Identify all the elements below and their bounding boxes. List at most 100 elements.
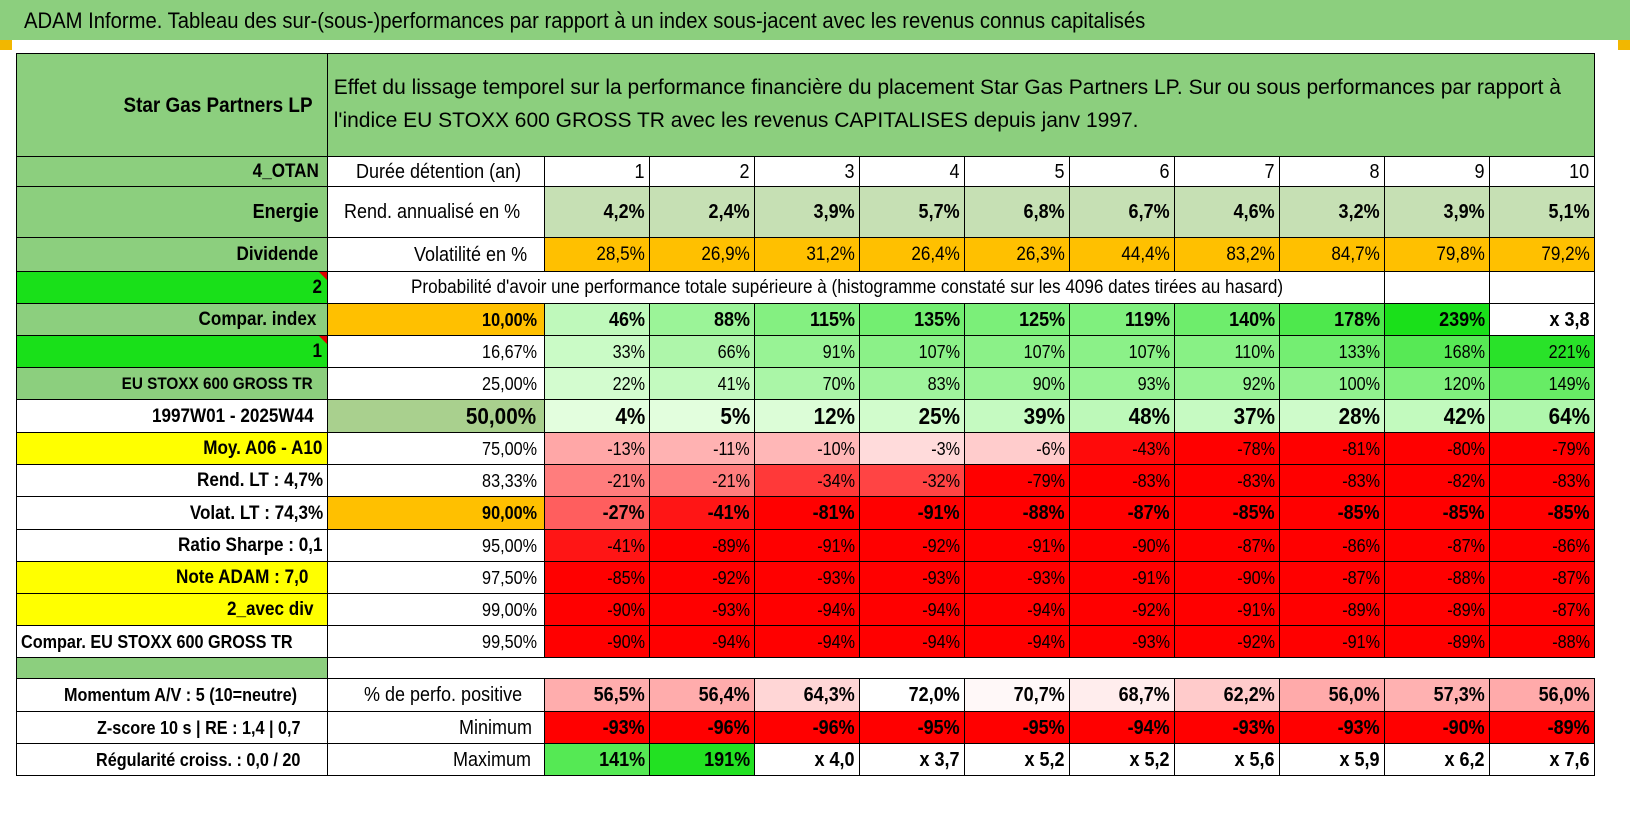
duree-label-text: Durée détention (an) [356, 160, 522, 183]
volat-value: 26,4% [858, 237, 965, 272]
quantile-value-text: -88% [1551, 631, 1590, 652]
perf-pos-value: 68,7% [1068, 678, 1175, 712]
quantile-value: 12% [753, 399, 860, 433]
quantile-value: 37% [1173, 399, 1280, 433]
quantile-value: -94% [963, 593, 1070, 626]
quantile-value: -21% [648, 464, 755, 497]
sharpe-label-text: Ratio Sharpe : 0,1 [178, 535, 323, 556]
maximum-value-text: x 3,7 [919, 748, 960, 771]
rend-value: 3,9% [753, 186, 860, 238]
perf-pos-value-text: 68,7% [1118, 684, 1170, 706]
quantile-value-text: -83% [1236, 470, 1275, 491]
minimum-value: -95% [858, 711, 965, 744]
year-header-text: 7 [1264, 160, 1275, 183]
quantile-value-text: -83% [1341, 470, 1380, 491]
selector-2: 2 [16, 271, 328, 304]
quantile-value: 107% [858, 335, 965, 368]
selector-1: 1 [16, 335, 328, 368]
quantile-value-text: 83% [927, 373, 960, 394]
maximum-value: x 4,0 [753, 743, 860, 776]
rend-value-text: 3,9% [1443, 201, 1485, 223]
zscore-label: Z-score 10 s | RE : 1,4 | 0,7 [16, 711, 328, 744]
quantile-value-text: -93% [1131, 631, 1170, 652]
quantile-label: 90,00% [326, 496, 545, 530]
quantile-value-text: -86% [1551, 535, 1590, 556]
perf-pos-value-text: 56,0% [1328, 684, 1380, 706]
quantile-value-text: 70% [822, 373, 855, 394]
quantile-value: 140% [1173, 303, 1280, 336]
year-header-text: 10 [1568, 160, 1589, 183]
quantile-value-text: 22% [612, 373, 645, 394]
quantile-value-text: -10% [816, 438, 855, 459]
year-header-text: 3 [844, 160, 855, 183]
volat-row: Dividende Volatilité en % 28,5% 26,9% 31,2% 2… [16, 237, 1595, 272]
moy-label: Moy. A06 - A10 [16, 432, 328, 465]
quantile-value-text: 149% [1548, 373, 1590, 394]
maximum-value: x 6,2 [1383, 743, 1490, 776]
quantile-value-text: -94% [711, 631, 750, 652]
quantile-value: 92% [1173, 367, 1280, 400]
volat-lt-label-text: Volat. LT : 74,3% [189, 502, 323, 524]
quantile-value-text: 46% [608, 308, 645, 331]
volat-value-text: 26,9% [701, 244, 750, 265]
perf-pos-value: 64,3% [753, 678, 860, 712]
quantile-value: -6% [963, 432, 1070, 465]
quantile-value-text: -89% [1341, 599, 1380, 620]
rend-label: Rend. annualisé en % [326, 186, 545, 238]
quantile-value: 178% [1278, 303, 1385, 336]
quantile-value-text: 64% [1548, 402, 1590, 429]
maximum-value-text: x 5,6 [1234, 748, 1275, 771]
quantile-value: -87% [1488, 561, 1595, 594]
empty-cell [1383, 271, 1490, 304]
quantile-row: Rend. LT : 4,7% 83,33% -21% -21% -34% -32% -79… [16, 464, 1595, 497]
quantile-row: 1997W01 - 2025W44 50,00% 4% 5% 12% 25% 39% 48% 3… [16, 399, 1595, 433]
period-label-text: 1997W01 - 2025W44 [152, 405, 314, 427]
quantile-value: -89% [1278, 593, 1385, 626]
quantile-value-text: -32% [921, 470, 960, 491]
quantile-value-text: -91% [1341, 631, 1380, 652]
quantile-value-text: -85% [1232, 502, 1275, 524]
code-label-text: 4_OTAN [252, 161, 320, 182]
maximum-value-text: x 4,0 [814, 748, 855, 771]
maximum-value-text: x 7,6 [1549, 748, 1590, 771]
volat-value: 83,2% [1173, 237, 1280, 272]
quantile-value-text: 25% [918, 402, 960, 429]
company-name-text: Star Gas Partners LP [123, 93, 313, 117]
year-header: 4 [858, 156, 965, 187]
quantile-row: 2_avec div 99,00% -90% -93% -94% -94% -94% -92%… [16, 593, 1595, 626]
maximum-value-text: x 6,2 [1444, 748, 1485, 771]
quantile-value: -89% [1383, 625, 1490, 658]
quantile-value-text: -94% [1026, 599, 1065, 620]
volat-value: 44,4% [1068, 237, 1175, 272]
quantile-value-text: 107% [1023, 341, 1065, 362]
quantile-value: -83% [1173, 464, 1280, 497]
quantile-value-text: -11% [713, 438, 750, 459]
rend-value-text: 5,7% [918, 201, 960, 223]
quantile-value-text: 221% [1548, 341, 1590, 362]
maximum-value: x 5,9 [1278, 743, 1385, 776]
quantile-value-text: -89% [1446, 599, 1485, 620]
quantile-value: -34% [753, 464, 860, 497]
quantile-value: -94% [753, 625, 860, 658]
quantile-value-text: 119% [1124, 308, 1170, 331]
maximum-value: x 3,7 [858, 743, 965, 776]
quantile-value: -90% [1068, 529, 1175, 562]
quantile-value-text: -6% [1035, 438, 1065, 459]
dividend-label: Dividende [16, 237, 328, 272]
quantile-value-text: 107% [1128, 341, 1170, 362]
rend-value: 3,9% [1383, 186, 1490, 238]
quantile-value: -94% [648, 625, 755, 658]
sector-label-text: Energie [253, 201, 320, 223]
quantile-value-text: -81% [812, 502, 855, 524]
year-header: 10 [1488, 156, 1595, 187]
quantile-value: -79% [963, 464, 1070, 497]
quantile-value: -11% [648, 432, 755, 465]
quantile-value-text: -87% [1551, 599, 1590, 620]
year-header: 3 [753, 156, 860, 187]
quantile-value-text: -85% [606, 567, 645, 588]
quantile-value: -86% [1488, 529, 1595, 562]
sector-label: Energie [16, 186, 328, 238]
quantile-value: -93% [648, 593, 755, 626]
quantile-value: -83% [1068, 464, 1175, 497]
maximum-value: x 5,6 [1173, 743, 1280, 776]
